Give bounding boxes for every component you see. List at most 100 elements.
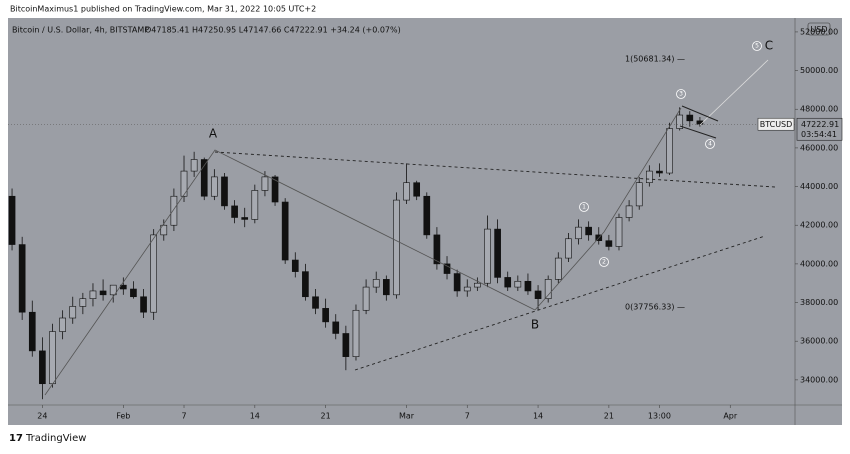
candle-body — [524, 280, 532, 292]
candle-body — [585, 226, 592, 236]
countdown: 03:54:41 — [801, 130, 837, 139]
candle-body — [39, 350, 46, 385]
candle-body — [453, 273, 461, 292]
candle-body — [302, 271, 309, 298]
candle-body — [645, 170, 653, 183]
candle-body — [190, 159, 198, 172]
wave-label: 1 — [582, 204, 586, 211]
y-tick-label: 48000.00 — [800, 105, 838, 114]
wave-circle — [579, 202, 589, 212]
fib-label: 0(37756.33) — — [625, 303, 685, 312]
symbol: Bitcoin / U.S. Dollar, 4h, BITSTAMP — [12, 26, 149, 35]
candle-body — [433, 234, 441, 265]
y-tick-label: 44000.00 — [800, 182, 838, 191]
wave-label: 5 — [755, 43, 759, 50]
price-axis — [795, 18, 842, 405]
y-tick-label: 34000.00 — [800, 375, 838, 384]
candle-body — [69, 306, 77, 319]
x-tick-label: 13:00 — [648, 412, 671, 421]
candle-body — [79, 298, 87, 307]
x-tick-label: 21 — [604, 412, 614, 421]
x-tick-label: 21 — [321, 412, 331, 421]
wave-label: C — [765, 39, 773, 53]
brand: TradingView — [25, 433, 86, 444]
candle-body — [150, 234, 158, 313]
candle-body — [605, 240, 613, 247]
candle-body — [463, 286, 471, 292]
x-tick-label: Mar — [399, 412, 415, 421]
candle-body — [413, 182, 421, 197]
candle-body — [312, 296, 319, 309]
candle-body — [342, 333, 350, 357]
currency: USD — [810, 25, 827, 34]
candle-body — [130, 288, 137, 298]
last-price: 47222.91 — [801, 120, 839, 129]
candle-body — [635, 182, 643, 207]
x-tick-label: Apr — [723, 412, 738, 421]
candle-body — [322, 308, 329, 323]
pennant — [681, 105, 719, 122]
candle-body — [544, 279, 552, 299]
brand-logo: 17 — [9, 433, 23, 444]
pennant — [679, 125, 717, 139]
y-tick-label: 50000.00 — [800, 66, 838, 75]
wave-line — [534, 107, 682, 311]
candle-body — [615, 217, 623, 247]
candle-body — [625, 205, 633, 218]
candle-body — [99, 290, 107, 296]
candle-body — [291, 259, 299, 272]
candle-body — [403, 182, 410, 201]
candle-body — [200, 159, 208, 197]
wave-circle — [676, 89, 686, 99]
candle-body — [494, 228, 501, 278]
y-tick-label: 38000.00 — [800, 298, 838, 307]
candle-body — [382, 279, 390, 296]
wave-circle — [705, 139, 715, 149]
candle-body — [676, 114, 684, 129]
plot-area — [8, 18, 795, 405]
candle-body — [554, 257, 562, 280]
wave-line — [44, 149, 536, 396]
candle-body — [534, 290, 542, 299]
candle-body — [18, 244, 26, 313]
candle-body — [362, 286, 370, 311]
x-tick-label: 7 — [181, 412, 186, 421]
x-tick-label: 14 — [250, 412, 260, 421]
candle-body — [211, 176, 218, 197]
candle-body — [656, 170, 663, 174]
x-tick-label: 7 — [465, 412, 470, 421]
candle-body — [140, 296, 147, 313]
publisher: BitcoinMaximus1 published on TradingView… — [10, 5, 316, 14]
candle-body — [423, 195, 431, 236]
y-tick-label: 52000.00 — [800, 27, 838, 36]
y-tick-label: 46000.00 — [800, 143, 838, 152]
currency-box — [807, 22, 831, 36]
wave-label: A — [209, 127, 218, 141]
candle-body — [686, 114, 694, 122]
candle-body — [474, 282, 481, 288]
candle-body — [332, 321, 340, 334]
x-tick-label: 14 — [533, 412, 543, 421]
candle-body — [565, 238, 572, 259]
candle-body — [504, 277, 512, 288]
candle-body — [170, 195, 178, 226]
drawings — [44, 59, 776, 396]
wave-label: 4 — [708, 141, 712, 148]
candles — [8, 107, 704, 400]
candle-body — [443, 263, 451, 274]
y-tick-label: 36000.00 — [800, 337, 838, 346]
candle-body — [281, 201, 289, 261]
projection — [699, 59, 769, 126]
time-axis — [8, 405, 842, 425]
candle-body — [231, 205, 238, 218]
candle-body — [514, 280, 522, 288]
candle-body — [666, 128, 673, 174]
fib-label: 1(50681.34) — — [625, 55, 685, 64]
candle-body — [393, 199, 400, 296]
y-tick-label: 40000.00 — [800, 259, 838, 268]
wave-label: B — [531, 318, 539, 332]
y-tick-label: 42000.00 — [800, 221, 838, 230]
candle-body — [484, 228, 491, 284]
wave-label: 2 — [602, 259, 606, 266]
